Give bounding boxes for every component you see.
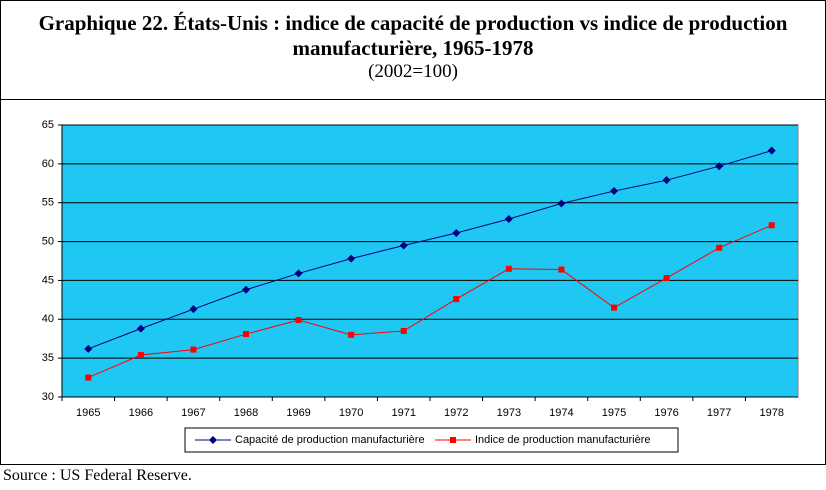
series-line [88, 224, 772, 379]
point [611, 304, 617, 311]
point [610, 187, 618, 196]
point [294, 269, 303, 278]
legend-marker [450, 437, 456, 443]
plot-area [61, 124, 799, 398]
x-tick-label: 1965 [76, 407, 100, 419]
x-tick-label: 1975 [602, 407, 626, 419]
point [768, 222, 775, 229]
source: Source : US Federal Reserve. [3, 467, 192, 484]
y-tick-label: 55 [42, 197, 54, 209]
legend-label: Capacité de production manufacturière [235, 434, 425, 446]
y-tick-label: 40 [42, 313, 54, 325]
point [662, 176, 671, 185]
x-tick-label: 1977 [707, 407, 731, 419]
x-tick-label: 1976 [654, 407, 678, 419]
point [557, 199, 566, 208]
point [190, 346, 197, 353]
point [347, 254, 356, 263]
y-tick-label: 50 [42, 235, 54, 247]
point [767, 146, 776, 155]
point [452, 229, 461, 238]
x-tick-label: 1967 [181, 407, 205, 419]
x-tick-label: 1974 [549, 407, 573, 419]
x-tick-label: 1972 [444, 407, 468, 419]
point [715, 162, 724, 171]
chart-subtitle: (2002=100) [368, 61, 458, 82]
point [558, 266, 565, 273]
x-tick-label: 1970 [339, 407, 363, 419]
point [716, 244, 723, 251]
point [189, 305, 198, 314]
point [400, 327, 407, 334]
x-tick-label: 1966 [129, 407, 153, 419]
series-line [88, 150, 772, 350]
y-tick-label: 35 [42, 352, 54, 364]
point [504, 215, 513, 224]
chart-title: Graphique 22. États-Unis : indice de cap… [38, 11, 788, 60]
chart: 30 35 40 45 50 55 60 65 1965 1966 1967 1968 1969 1970… [0, 99, 826, 465]
point [137, 352, 144, 359]
y-tick-label: 45 [42, 274, 54, 286]
point [399, 241, 408, 250]
point [505, 265, 512, 272]
y-tick-label: 65 [42, 119, 54, 131]
x-tick-label: 1969 [286, 407, 310, 419]
x-tick-label: 1968 [234, 407, 258, 419]
point [84, 344, 93, 353]
x-tick-label: 1978 [759, 407, 783, 419]
y-tick-label: 30 [42, 391, 54, 403]
point [136, 324, 145, 333]
point [663, 275, 670, 282]
y-tick-label: 60 [42, 158, 54, 170]
point [242, 285, 250, 294]
title-box: Graphique 22. États-Unis : indice de cap… [0, 0, 826, 100]
point [295, 317, 302, 324]
legend-label: Indice de production manufacturière [475, 434, 651, 446]
point [243, 331, 249, 338]
x-tick-label: 1971 [391, 407, 415, 419]
legend-box [184, 427, 679, 453]
x-tick-label: 1973 [497, 407, 521, 419]
point [348, 331, 355, 338]
point [85, 374, 92, 381]
legend-marker [209, 436, 217, 444]
point [453, 296, 460, 303]
